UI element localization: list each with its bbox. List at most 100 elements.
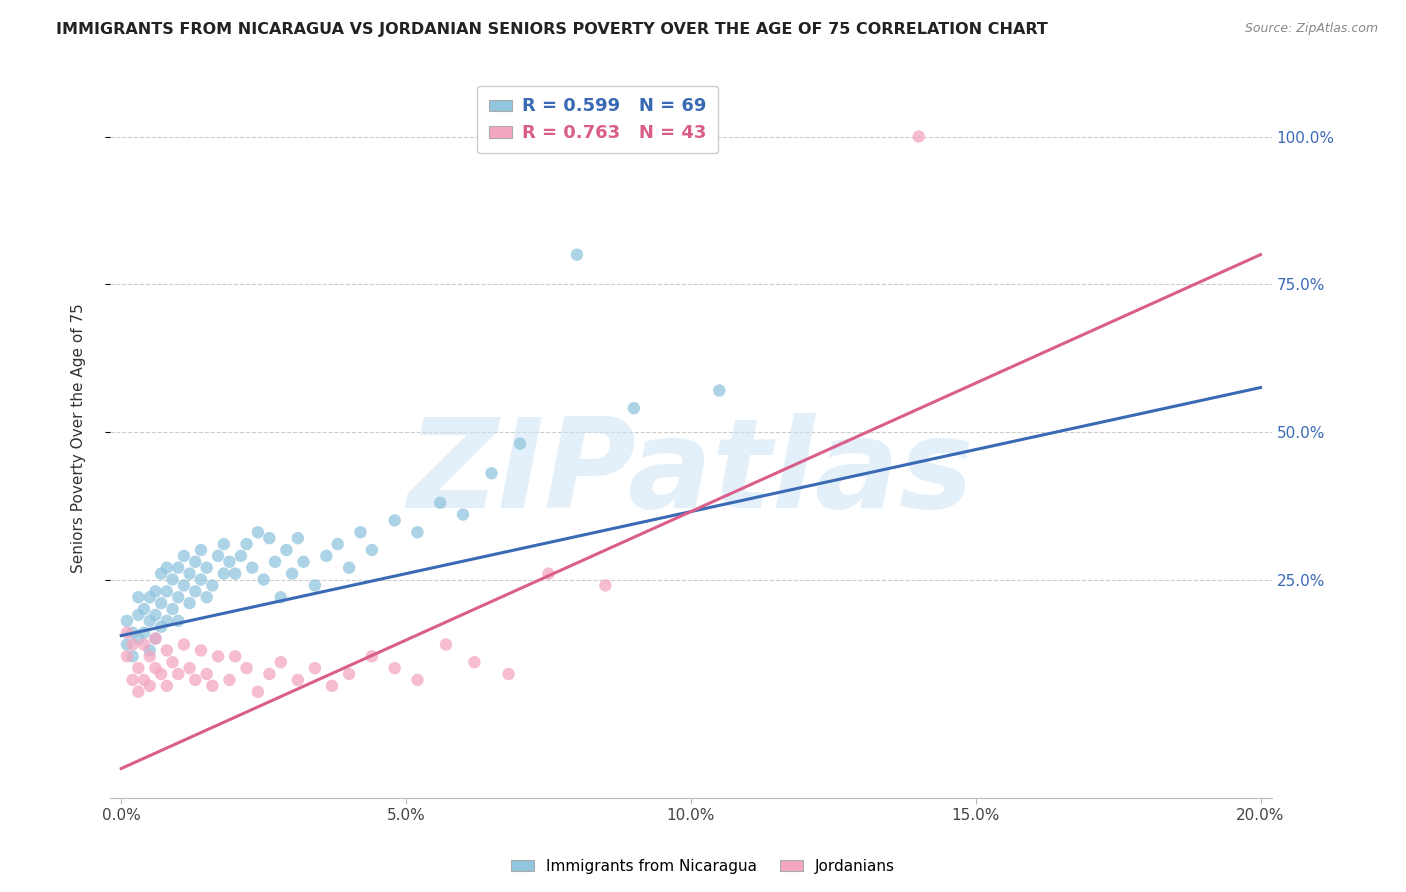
Text: IMMIGRANTS FROM NICARAGUA VS JORDANIAN SENIORS POVERTY OVER THE AGE OF 75 CORREL: IMMIGRANTS FROM NICARAGUA VS JORDANIAN S… (56, 22, 1047, 37)
Point (138, 649, 160, 664)
Point (270, 655, 292, 669)
Point (253, 573, 276, 587)
Point (156, 560, 179, 574)
Point (207, 649, 229, 664)
Point (145, 632, 167, 646)
Point (565, 247, 588, 261)
Point (167, 591, 190, 605)
Point (224, 649, 246, 664)
Point (115, 649, 138, 664)
Point (326, 537, 349, 551)
Point (709, 384, 731, 398)
Point (201, 679, 224, 693)
Point (184, 673, 207, 687)
Point (360, 543, 382, 558)
Point (145, 661, 167, 675)
Point (179, 566, 201, 581)
Point (360, 649, 382, 664)
Point (195, 591, 218, 605)
Point (434, 638, 457, 652)
Point (235, 661, 257, 675)
Point (195, 560, 218, 574)
Point (173, 549, 195, 563)
Point (195, 667, 218, 681)
Point (132, 625, 155, 640)
Point (127, 632, 149, 646)
Point (145, 632, 167, 646)
Point (127, 607, 149, 622)
Point (132, 638, 155, 652)
Point (463, 655, 485, 669)
Point (184, 584, 207, 599)
Point (429, 496, 451, 510)
Point (127, 684, 149, 698)
Point (127, 661, 149, 675)
Point (150, 566, 173, 581)
Point (595, 578, 617, 592)
Point (121, 649, 143, 664)
Point (229, 549, 252, 563)
Point (190, 543, 212, 558)
Point (259, 667, 281, 681)
Point (115, 625, 138, 640)
Point (190, 573, 212, 587)
Legend: Immigrants from Nicaragua, Jordanians: Immigrants from Nicaragua, Jordanians (505, 853, 901, 880)
Point (201, 578, 224, 592)
Point (162, 573, 184, 587)
Point (212, 537, 235, 551)
Point (509, 436, 531, 450)
Point (264, 555, 287, 569)
Point (138, 614, 160, 628)
Point (138, 679, 160, 693)
Point (315, 549, 337, 563)
Point (623, 401, 645, 416)
Point (337, 667, 360, 681)
Point (304, 661, 326, 675)
Point (349, 525, 371, 540)
Point (150, 667, 173, 681)
Point (406, 525, 429, 540)
Point (240, 560, 263, 574)
Point (406, 673, 429, 687)
Point (907, 129, 929, 144)
Point (162, 655, 184, 669)
Point (270, 591, 292, 605)
Y-axis label: Seniors Poverty Over the Age of 75: Seniors Poverty Over the Age of 75 (72, 303, 86, 573)
Point (276, 543, 298, 558)
Point (246, 684, 269, 698)
Point (132, 602, 155, 616)
Point (156, 643, 179, 657)
Point (207, 549, 229, 563)
Point (451, 508, 474, 522)
Point (121, 673, 143, 687)
Point (246, 525, 269, 540)
Point (287, 531, 309, 545)
Point (321, 679, 343, 693)
Point (179, 596, 201, 610)
Point (281, 566, 304, 581)
Point (138, 591, 160, 605)
Point (145, 584, 167, 599)
Point (156, 679, 179, 693)
Point (481, 466, 503, 480)
Point (259, 531, 281, 545)
Point (167, 614, 190, 628)
Point (138, 643, 160, 657)
Point (292, 555, 315, 569)
Point (121, 638, 143, 652)
Point (162, 602, 184, 616)
Point (498, 667, 520, 681)
Text: ZIPatlas: ZIPatlas (408, 413, 974, 534)
Legend: R = 0.599   N = 69, R = 0.763   N = 43: R = 0.599 N = 69, R = 0.763 N = 43 (478, 86, 718, 153)
Point (156, 584, 179, 599)
Point (156, 614, 179, 628)
Point (212, 566, 235, 581)
Point (384, 513, 406, 527)
Text: Source: ZipAtlas.com: Source: ZipAtlas.com (1244, 22, 1378, 36)
Point (127, 591, 149, 605)
Point (384, 661, 406, 675)
Point (235, 537, 257, 551)
Point (287, 673, 309, 687)
Point (167, 560, 190, 574)
Point (173, 578, 195, 592)
